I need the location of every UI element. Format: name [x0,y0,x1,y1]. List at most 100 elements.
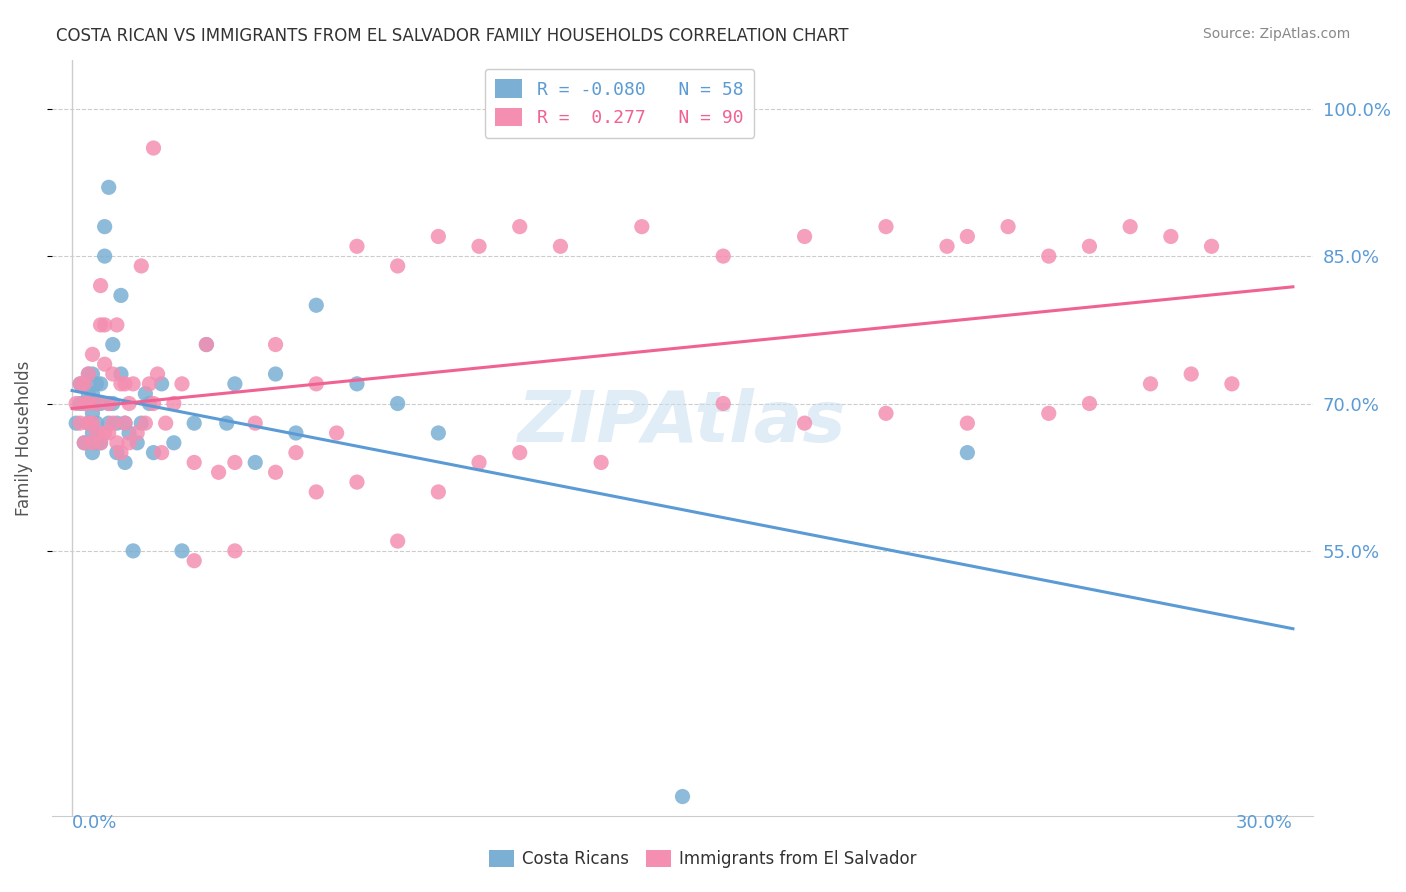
Point [183,455,205,469]
Point [671,789,693,804]
Point [264,337,287,351]
Point [65,396,87,410]
Point [305,376,328,391]
Point [1119,219,1142,234]
Point [105,445,128,459]
Point [875,406,897,420]
Point [90,396,112,410]
Point [284,445,307,459]
Point [82,435,104,450]
Point [110,376,132,391]
Point [101,396,124,410]
Point [591,455,613,469]
Point [118,396,141,410]
Point [468,455,491,469]
Point [127,435,149,450]
Point [101,416,124,430]
Point [82,347,104,361]
Point [146,367,169,381]
Point [69,376,91,391]
Point [90,278,112,293]
Point [468,239,491,253]
Point [264,465,287,479]
Point [183,554,205,568]
Point [150,445,173,459]
Point [134,416,156,430]
Point [110,367,132,381]
Point [305,484,328,499]
Point [346,475,368,489]
Legend: Costa Ricans, Immigrants from El Salvador: Costa Ricans, Immigrants from El Salvado… [482,843,924,875]
Point [127,425,149,440]
Point [509,219,531,234]
Point [82,386,104,401]
Point [142,445,165,459]
Point [77,416,100,430]
Point [1038,406,1060,420]
Point [77,416,100,430]
Point [86,376,108,391]
Point [114,455,136,469]
Point [1160,229,1182,244]
Point [245,416,267,430]
Point [427,484,450,499]
Point [711,396,734,410]
Point [105,318,128,332]
Point [82,425,104,440]
Point [1038,249,1060,263]
Point [69,416,91,430]
Point [110,288,132,302]
Point [183,416,205,430]
Point [1139,376,1161,391]
Point [936,239,959,253]
Point [793,229,815,244]
Point [110,445,132,459]
Point [875,219,897,234]
Point [195,337,218,351]
Point [97,396,120,410]
Point [170,544,193,558]
Point [427,425,450,440]
Point [129,416,152,430]
Point [122,376,145,391]
Point [73,396,96,410]
Point [73,376,96,391]
Point [224,455,246,469]
Point [97,180,120,194]
Point [195,337,218,351]
Point [82,367,104,381]
Point [105,416,128,430]
Point [550,239,572,253]
Point [97,396,120,410]
Point [134,386,156,401]
Point [122,544,145,558]
Point [224,376,246,391]
Text: ZIPAtlas: ZIPAtlas [519,388,846,458]
Point [69,376,91,391]
Point [90,318,112,332]
Point [86,396,108,410]
Text: 0.0%: 0.0% [72,814,118,832]
Point [118,425,141,440]
Text: 30.0%: 30.0% [1236,814,1294,832]
Point [387,534,409,549]
Legend: R = -0.080   N = 58, R =  0.277   N = 90: R = -0.080 N = 58, R = 0.277 N = 90 [485,69,755,138]
Point [956,229,979,244]
Point [97,416,120,430]
Point [997,219,1019,234]
Point [86,396,108,410]
Point [101,337,124,351]
Point [93,318,115,332]
Point [630,219,652,234]
Point [264,367,287,381]
Point [86,425,108,440]
Text: Source: ZipAtlas.com: Source: ZipAtlas.com [1202,27,1350,41]
Point [711,249,734,263]
Y-axis label: Family Households: Family Households [15,360,32,516]
Point [77,396,100,410]
Point [142,396,165,410]
Point [77,367,100,381]
Point [1180,367,1202,381]
Point [97,425,120,440]
Point [325,425,347,440]
